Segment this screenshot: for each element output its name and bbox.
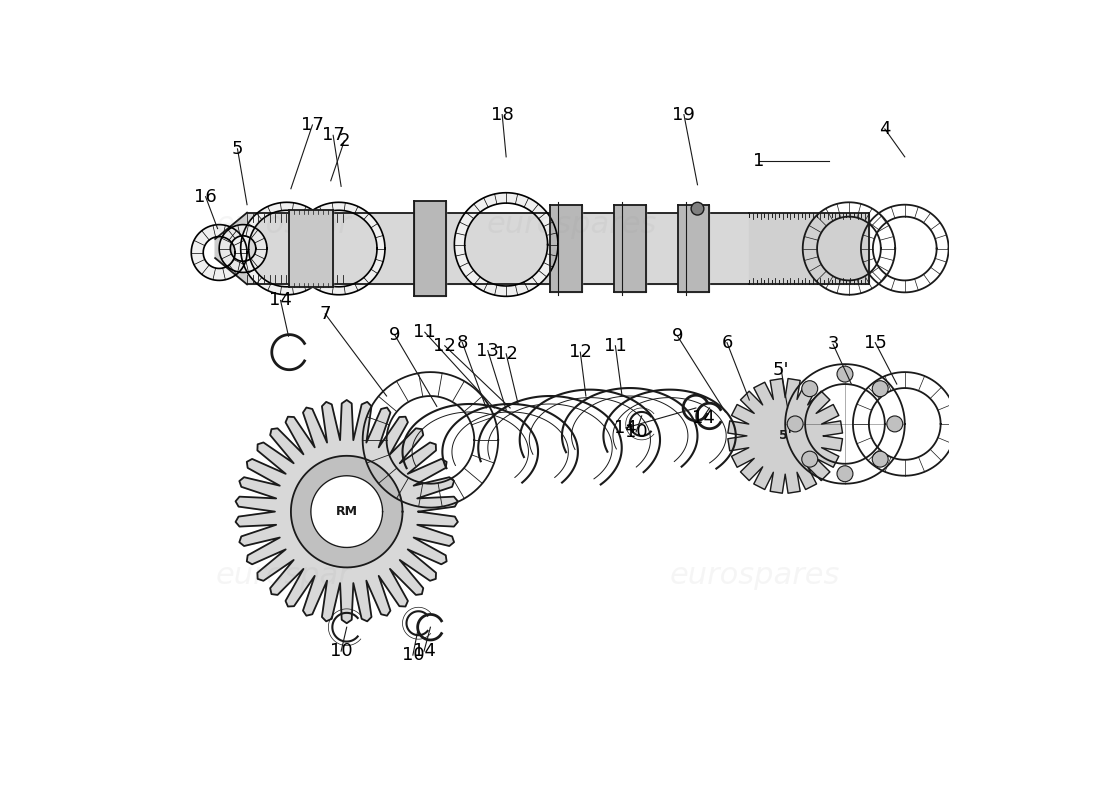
Circle shape bbox=[872, 451, 888, 467]
Text: 13: 13 bbox=[476, 342, 499, 359]
Circle shape bbox=[872, 381, 888, 397]
Text: 10: 10 bbox=[402, 646, 425, 664]
Text: 17: 17 bbox=[321, 126, 344, 144]
Polygon shape bbox=[749, 213, 869, 285]
Text: 9: 9 bbox=[672, 327, 683, 346]
Polygon shape bbox=[290, 456, 403, 567]
Polygon shape bbox=[248, 213, 749, 285]
Circle shape bbox=[691, 202, 704, 215]
Text: 5: 5 bbox=[232, 140, 243, 158]
Polygon shape bbox=[235, 400, 458, 623]
Polygon shape bbox=[678, 205, 710, 292]
Text: 12: 12 bbox=[569, 343, 592, 361]
Circle shape bbox=[802, 451, 817, 467]
Text: 3: 3 bbox=[827, 335, 839, 353]
Text: 6: 6 bbox=[722, 334, 733, 352]
Text: 17: 17 bbox=[301, 116, 323, 134]
Text: 2: 2 bbox=[339, 132, 350, 150]
Circle shape bbox=[837, 366, 852, 382]
Text: 5': 5' bbox=[779, 430, 792, 442]
Text: 10: 10 bbox=[625, 423, 648, 441]
Text: eurospar: eurospar bbox=[216, 210, 351, 239]
Text: 5': 5' bbox=[773, 361, 790, 378]
Polygon shape bbox=[728, 378, 843, 494]
Text: 10: 10 bbox=[330, 642, 352, 660]
Text: 11: 11 bbox=[414, 323, 437, 342]
Text: RM: RM bbox=[336, 505, 358, 518]
Polygon shape bbox=[289, 210, 333, 286]
Polygon shape bbox=[216, 213, 248, 285]
Text: 7: 7 bbox=[319, 305, 331, 323]
Circle shape bbox=[788, 416, 803, 432]
Text: 18: 18 bbox=[491, 106, 514, 123]
Text: 11: 11 bbox=[604, 337, 627, 354]
Text: 14: 14 bbox=[614, 419, 637, 437]
Text: 12: 12 bbox=[433, 337, 456, 354]
Text: 19: 19 bbox=[672, 106, 695, 123]
Text: 14: 14 bbox=[692, 409, 715, 426]
Circle shape bbox=[837, 466, 852, 482]
Circle shape bbox=[887, 416, 903, 432]
Circle shape bbox=[802, 381, 817, 397]
Text: 4: 4 bbox=[879, 120, 891, 138]
Text: 1: 1 bbox=[754, 152, 764, 170]
Polygon shape bbox=[614, 205, 646, 292]
Polygon shape bbox=[550, 205, 582, 292]
Polygon shape bbox=[311, 476, 383, 547]
Text: 14: 14 bbox=[412, 642, 436, 660]
Text: eurospares: eurospares bbox=[670, 561, 840, 590]
Text: eurospares: eurospares bbox=[486, 210, 657, 239]
Text: 9: 9 bbox=[388, 326, 400, 344]
Text: 15: 15 bbox=[864, 334, 887, 352]
Polygon shape bbox=[415, 201, 447, 296]
Text: 14: 14 bbox=[270, 291, 292, 310]
Text: 8: 8 bbox=[456, 334, 468, 352]
Text: 12: 12 bbox=[495, 345, 518, 362]
Text: 16: 16 bbox=[195, 188, 217, 206]
Text: eurospar: eurospar bbox=[216, 561, 351, 590]
